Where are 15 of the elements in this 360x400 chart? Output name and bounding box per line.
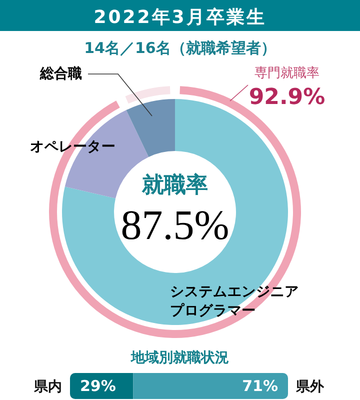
text: 就職率 [141,172,208,198]
chart-title: 地域別就職状況 [130,349,229,366]
series-label: 県内 [33,379,62,395]
slice-label: 総合職 [39,65,82,82]
text: 87.5% [120,203,230,249]
data-label: 29% [80,377,116,395]
series-label: 県外 [295,379,325,395]
donut-slice [126,99,175,157]
data-label: 92.9% [248,85,326,110]
data-label: 71% [242,377,278,395]
chart-title: 2022年3月卒業生 [94,7,266,28]
chart-subtitle: 14名／16名（就職希望者） [84,39,276,57]
slice-label: システムエンジニアプログラマー [170,284,299,319]
slice-label: オペレーター [30,139,116,155]
slice-label: 専門就職率 [254,65,320,81]
